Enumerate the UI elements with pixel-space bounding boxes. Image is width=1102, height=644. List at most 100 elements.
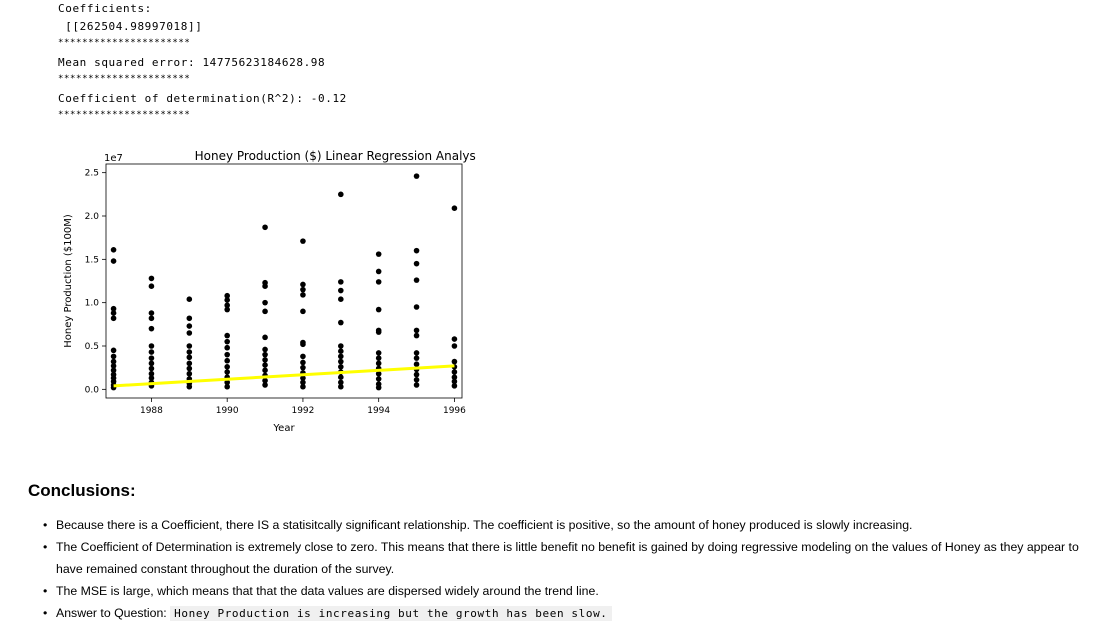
- y-tick-label: 2.5: [85, 169, 99, 179]
- y-tick-label: 0.0: [85, 385, 100, 395]
- data-point: [375, 384, 382, 391]
- data-point: [110, 315, 117, 322]
- data-point: [224, 338, 230, 345]
- data-point: [186, 323, 193, 329]
- data-point: [451, 374, 458, 380]
- data-point: [262, 308, 268, 315]
- data-point: [451, 343, 458, 349]
- data-point: [451, 383, 458, 389]
- x-tick-label: 1990: [216, 406, 239, 416]
- list-item: The Coefficient of Determination is extr…: [43, 536, 1096, 580]
- data-point: [110, 305, 117, 312]
- data-point: [186, 343, 193, 349]
- data-point: [338, 296, 344, 302]
- answer-code: Honey Production is increasing but the g…: [170, 606, 612, 621]
- data-point: [224, 292, 230, 299]
- data-point: [413, 327, 420, 334]
- data-point: [148, 325, 155, 332]
- conclusions-list: Because there is a Coefficient, there IS…: [43, 514, 1096, 625]
- data-point: [300, 281, 306, 288]
- data-point: [262, 283, 268, 289]
- data-point: [413, 355, 420, 361]
- data-point: [338, 364, 344, 370]
- data-point: [262, 367, 268, 374]
- conclusion-1: Because there is a Coefficient, there IS…: [56, 518, 913, 532]
- data-point: [186, 296, 193, 302]
- coefficients-value: [[262504.98997018]]: [58, 20, 203, 33]
- data-point: [300, 379, 306, 386]
- x-tick-label: 1992: [291, 406, 314, 416]
- data-point: [110, 358, 117, 365]
- data-point: [262, 382, 268, 388]
- data-point: [262, 334, 268, 341]
- data-point: [262, 362, 268, 368]
- data-point: [186, 315, 193, 322]
- data-point: [148, 343, 155, 349]
- list-item: The MSE is large, which means that that …: [43, 580, 1096, 602]
- conclusions-heading: Conclusions:: [28, 481, 136, 500]
- data-point: [413, 350, 420, 356]
- data-point: [338, 374, 344, 380]
- data-point: [186, 349, 193, 355]
- data-point: [224, 302, 230, 309]
- data-point: [224, 332, 230, 339]
- data-point: [338, 343, 344, 349]
- data-point: [110, 258, 117, 264]
- y-tick-label: 2.0: [85, 212, 100, 222]
- data-point: [338, 287, 344, 294]
- data-point: [148, 375, 155, 381]
- data-point: [300, 383, 306, 390]
- data-point: [110, 363, 117, 369]
- x-tick-label: 1996: [443, 406, 466, 416]
- data-point: [300, 353, 306, 360]
- data-point: [375, 370, 382, 377]
- data-point: [375, 279, 382, 285]
- data-point: [110, 367, 117, 374]
- mse-text: Mean squared error: 14775623184628.98: [58, 56, 326, 69]
- data-point: [375, 306, 382, 313]
- x-axis: 1988 1990 1992 1994 1996: [140, 398, 466, 416]
- data-point: [224, 297, 230, 303]
- plot-frame: [105, 163, 463, 399]
- data-point: [413, 277, 420, 283]
- data-point: [300, 341, 306, 348]
- data-point: [110, 310, 117, 316]
- data-point: [300, 286, 306, 293]
- data-point: [262, 377, 268, 384]
- data-point: [413, 332, 420, 339]
- data-point: [451, 205, 458, 211]
- data-point: [110, 347, 117, 354]
- data-point: [110, 247, 117, 253]
- data-point: [375, 251, 382, 257]
- data-point: [262, 357, 268, 363]
- data-point: [148, 315, 155, 322]
- data-point: [224, 357, 230, 364]
- chart-svg: Honey Production ($) Linear Regression A…: [63, 149, 485, 434]
- y-axis-label: Honey Production ($100M): [63, 214, 74, 348]
- data-point: [300, 359, 306, 366]
- data-point: [186, 365, 193, 372]
- data-point: [300, 238, 306, 244]
- data-point: [224, 344, 230, 351]
- data-point: [338, 358, 344, 365]
- data-point: [224, 306, 230, 313]
- r2-text: Coefficient of determination(R^2): -0.12: [58, 92, 347, 105]
- x-tick-label: 1988: [140, 406, 163, 416]
- data-point: [338, 379, 344, 386]
- data-point: [224, 369, 230, 375]
- data-point: [413, 304, 420, 310]
- data-point: [186, 354, 193, 361]
- data-point: [262, 299, 268, 306]
- data-point: [451, 369, 458, 375]
- data-point: [224, 383, 230, 390]
- data-point: [148, 365, 155, 372]
- data-point: [338, 353, 344, 360]
- y-tick-label: 0.5: [85, 342, 99, 352]
- data-point: [451, 378, 458, 385]
- answer-prefix: Answer to Question:: [56, 606, 171, 620]
- x-axis-label: Year: [272, 423, 295, 434]
- data-point: [300, 364, 306, 371]
- data-point: [375, 376, 382, 382]
- data-point: [148, 349, 155, 355]
- y-tick-label: 1.0: [85, 299, 100, 309]
